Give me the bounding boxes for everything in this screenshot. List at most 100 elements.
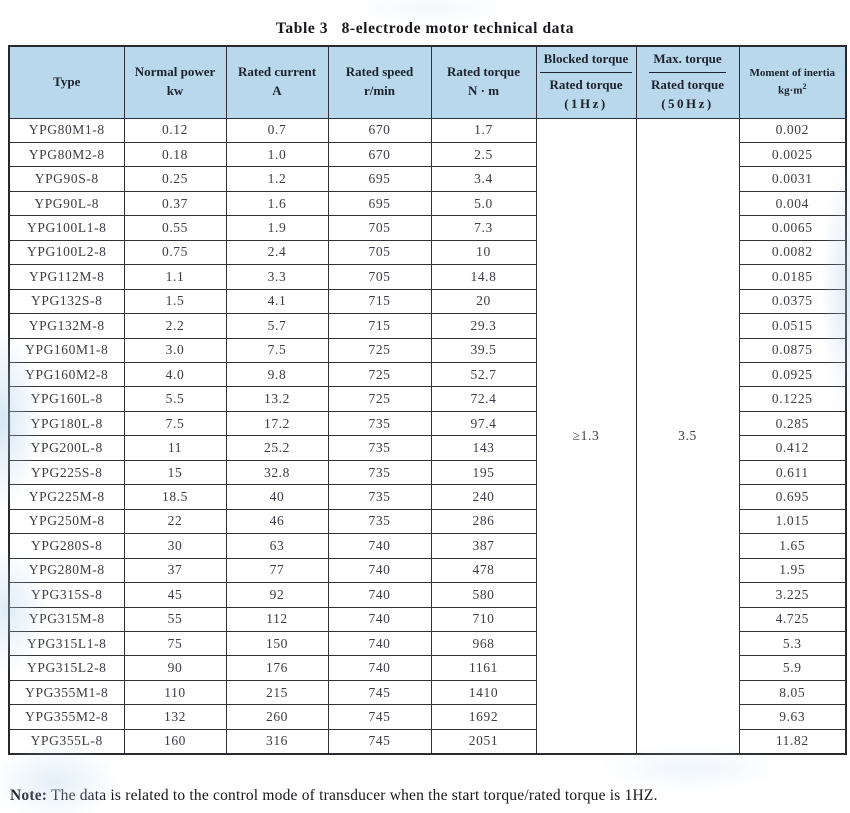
fraction-numerator: Max. torque xyxy=(649,50,726,74)
cell-rated-speed: 735 xyxy=(327,435,432,461)
cell-rated-torque: 39.5 xyxy=(430,337,537,364)
cell-rated-current: 112 xyxy=(225,606,329,633)
header-label: Normal power xyxy=(134,64,216,80)
cell-normal-power: 0.55 xyxy=(123,215,227,241)
cell-rated-speed: 745 xyxy=(327,728,432,755)
cell-rated-speed: 715 xyxy=(327,313,432,339)
cell-type: YPG315L2-8 xyxy=(8,655,125,681)
cell-rated-torque: 968 xyxy=(430,631,537,657)
table-row: YPG160M1-8 3.0 7.5 725 39.5 0.0875 xyxy=(8,337,847,364)
cell-type: YPG160L-8 xyxy=(8,386,125,412)
cell-rated-speed: 695 xyxy=(327,190,432,217)
cell-rated-speed: 735 xyxy=(327,508,432,535)
cell-rated-torque: 10 xyxy=(430,239,537,266)
cell-type: YPG200L-8 xyxy=(8,435,125,461)
cell-moment-of-inertia: 0.695 xyxy=(738,484,847,510)
cell-normal-power: 22 xyxy=(123,508,227,535)
cell-rated-current: 1.2 xyxy=(225,166,329,192)
col-header-blocked-torque-ratio: Blocked torque Rated torque (1Hz) xyxy=(535,45,637,119)
table-row: YPG355M1-8 110 215 745 1410 8.05 xyxy=(8,679,847,706)
cell-rated-current: 0.7 xyxy=(225,117,329,143)
cell-normal-power: 37 xyxy=(123,557,227,584)
cell-moment-of-inertia: 1.95 xyxy=(738,557,847,584)
cell-rated-torque: 195 xyxy=(430,459,537,486)
table-row: YPG100L2-8 0.75 2.4 705 10 0.0082 xyxy=(8,239,847,266)
cell-rated-current: 5.7 xyxy=(225,313,329,339)
cell-rated-speed: 740 xyxy=(327,533,432,559)
header-unit: r/min xyxy=(363,83,396,99)
cell-rated-speed: 725 xyxy=(327,386,432,412)
cell-normal-power: 0.37 xyxy=(123,190,227,217)
cell-normal-power: 30 xyxy=(123,533,227,559)
cell-rated-torque: 478 xyxy=(430,557,537,584)
cell-rated-torque: 286 xyxy=(430,508,537,535)
cell-type: YPG355L-8 xyxy=(8,728,125,755)
table-row: YPG315L1-8 75 150 740 968 5.3 xyxy=(8,631,847,657)
cell-normal-power: 1.5 xyxy=(123,288,227,315)
cell-rated-current: 4.1 xyxy=(225,288,329,315)
cell-rated-current: 260 xyxy=(225,704,329,730)
cell-rated-speed: 670 xyxy=(327,141,432,168)
cell-normal-power: 110 xyxy=(123,679,227,706)
cell-rated-speed: 745 xyxy=(327,704,432,730)
cell-rated-torque: 710 xyxy=(430,606,537,633)
cell-normal-power: 4.0 xyxy=(123,362,227,388)
cell-rated-current: 25.2 xyxy=(225,435,329,461)
cell-rated-speed: 725 xyxy=(327,337,432,364)
cell-moment-of-inertia: 0.002 xyxy=(738,117,847,143)
fraction-numerator: Blocked torque xyxy=(539,50,633,74)
col-header-moment-of-inertia: Moment of inertia kg·m2 xyxy=(738,45,847,119)
col-header-type: Type xyxy=(8,45,125,119)
header-unit: kg·m2 xyxy=(778,81,807,97)
table-row: YPG80M1-8 0.12 0.7 670 1.7 ≥1.3 3.5 0.002 xyxy=(8,117,847,755)
cell-moment-of-inertia: 0.0065 xyxy=(738,215,847,241)
motor-technical-data-table: Type Normal power kw Rated current A Rat… xyxy=(8,45,847,755)
cell-rated-current: 13.2 xyxy=(225,386,329,412)
cell-rated-speed: 705 xyxy=(327,215,432,241)
cell-rated-torque: 387 xyxy=(430,533,537,559)
cell-rated-torque: 72.4 xyxy=(430,386,537,412)
col-header-rated-torque: Rated torque N · m xyxy=(430,45,537,119)
header-unit: kw xyxy=(166,83,184,99)
col-header-max-torque-ratio: Max. torque Rated torque (50Hz) xyxy=(635,45,740,119)
col-header-normal-power: Normal power kw xyxy=(123,45,227,119)
cell-rated-current: 63 xyxy=(225,533,329,559)
cell-moment-of-inertia: 4.725 xyxy=(738,606,847,633)
cell-rated-current: 215 xyxy=(225,679,329,706)
cell-rated-torque: 3.4 xyxy=(430,166,537,192)
cell-max-torque-ratio-value: 3.5 xyxy=(635,117,740,755)
cell-moment-of-inertia: 0.412 xyxy=(738,435,847,461)
cell-moment-of-inertia: 1.65 xyxy=(738,533,847,559)
cell-rated-speed: 740 xyxy=(327,557,432,584)
cell-moment-of-inertia: 0.0025 xyxy=(738,141,847,168)
cell-rated-current: 46 xyxy=(225,508,329,535)
cell-type: YPG355M2-8 xyxy=(8,704,125,730)
cell-rated-current: 92 xyxy=(225,582,329,608)
cell-moment-of-inertia: 0.0031 xyxy=(738,166,847,192)
cell-moment-of-inertia: 8.05 xyxy=(738,679,847,706)
header-unit: A xyxy=(272,83,282,99)
table-row: YPG90S-8 0.25 1.2 695 3.4 0.0031 xyxy=(8,166,847,192)
cell-moment-of-inertia: 5.9 xyxy=(738,655,847,681)
header-label: Rated current xyxy=(237,64,317,80)
table-header-row: Type Normal power kw Rated current A Rat… xyxy=(8,45,847,119)
cell-rated-torque: 7.3 xyxy=(430,215,537,241)
table-row: YPG100L1-8 0.55 1.9 705 7.3 0.0065 xyxy=(8,215,847,241)
table-row: YPG225S-8 15 32.8 735 195 0.611 xyxy=(8,459,847,486)
header-unit: N · m xyxy=(467,83,500,99)
cell-type: YPG80M2-8 xyxy=(8,141,125,168)
cell-type: YPG180L-8 xyxy=(8,410,125,437)
cell-rated-torque: 240 xyxy=(430,484,537,510)
table-row: YPG200L-8 11 25.2 735 143 0.412 xyxy=(8,435,847,461)
cell-rated-current: 1.6 xyxy=(225,190,329,217)
cell-rated-current: 2.4 xyxy=(225,239,329,266)
cell-type: YPG132S-8 xyxy=(8,288,125,315)
footnote-text: The data is related to the control mode … xyxy=(47,787,658,804)
cell-normal-power: 18.5 xyxy=(123,484,227,510)
cell-rated-speed: 705 xyxy=(327,264,432,290)
table-row: YPG280M-8 37 77 740 478 1.95 xyxy=(8,557,847,584)
header-label: Moment of inertia xyxy=(749,66,836,79)
table-row: YPG315L2-8 90 176 740 1161 5.9 xyxy=(8,655,847,681)
cell-normal-power: 0.25 xyxy=(123,166,227,192)
cell-type: YPG160M1-8 xyxy=(8,337,125,364)
